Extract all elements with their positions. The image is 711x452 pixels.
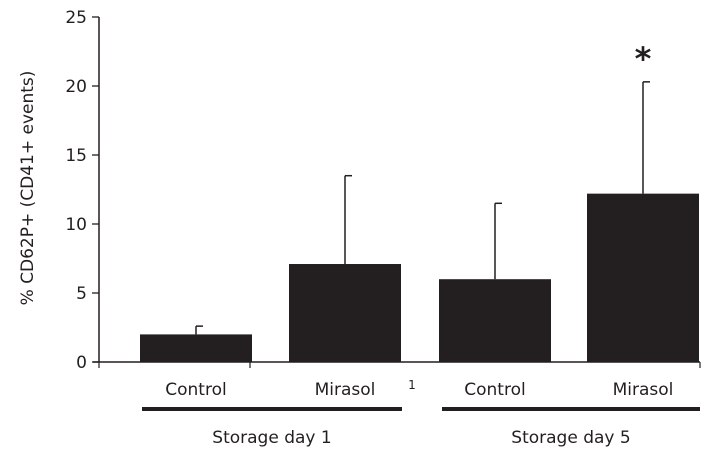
y-axis-ticks: 0 5 10 15 20 25 — [65, 8, 99, 373]
group-label: Storage day 1 — [212, 428, 331, 448]
x-axis-category-labels: Control Mirasol Control Mirasol — [165, 380, 673, 400]
y-axis-label: % CD62P+ (CD41+ events) — [18, 71, 38, 306]
error-bars — [195, 81, 650, 335]
y-tick-label: 25 — [65, 8, 87, 28]
bar — [439, 279, 551, 362]
x-category-label: Control — [464, 380, 525, 400]
bar — [289, 264, 401, 362]
y-tick-label: 20 — [65, 77, 87, 97]
y-tick-label: 10 — [65, 215, 87, 235]
bar — [587, 193, 699, 362]
group-label: Storage day 5 — [511, 428, 630, 448]
group-labels: Storage day 1 Storage day 5 — [142, 407, 700, 448]
y-tick-label: 0 — [76, 353, 87, 373]
bar — [140, 334, 252, 362]
y-tick-label: 15 — [65, 146, 87, 166]
bars — [140, 193, 699, 362]
x-category-label: Mirasol — [613, 380, 674, 400]
x-category-label: Control — [165, 380, 226, 400]
y-tick-label: 5 — [76, 284, 87, 304]
significance-asterisk: * — [635, 40, 652, 78]
annotation-superscript: 1 — [408, 378, 416, 392]
annotations: *1 — [408, 40, 651, 392]
x-category-label: Mirasol — [315, 380, 376, 400]
